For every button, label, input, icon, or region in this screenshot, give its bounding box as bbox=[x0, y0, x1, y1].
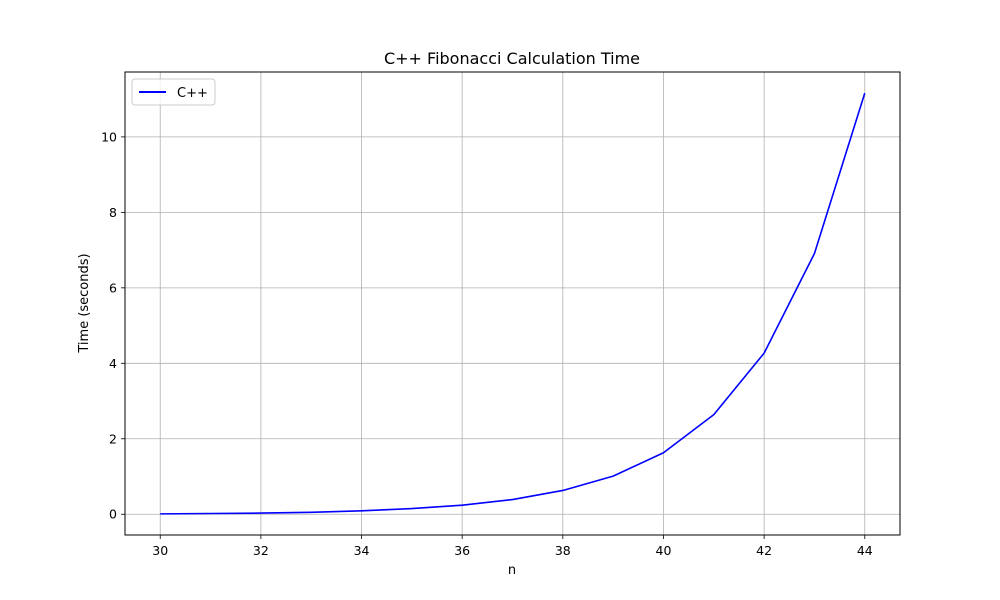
x-axis-label: n bbox=[508, 563, 516, 578]
plot-area-frame bbox=[124, 71, 901, 536]
grid bbox=[125, 72, 900, 535]
x-tick-label: 30 bbox=[152, 543, 168, 558]
x-tick-label: 32 bbox=[253, 543, 269, 558]
axis-ticks: 30 32 34 36 38 40 42 44 0 2 4 6 8 10 bbox=[101, 129, 873, 558]
y-axis-label: Time (seconds) bbox=[77, 253, 92, 353]
y-tick-label: 0 bbox=[109, 507, 117, 522]
y-tick-label: 6 bbox=[109, 280, 117, 295]
y-tick-label: 10 bbox=[101, 129, 117, 144]
x-tick-label: 44 bbox=[857, 543, 873, 558]
x-tick-label: 38 bbox=[555, 543, 571, 558]
y-tick-label: 4 bbox=[109, 356, 117, 371]
y-tick-label: 2 bbox=[109, 431, 117, 446]
x-tick-label: 36 bbox=[454, 543, 470, 558]
y-tick-label: 8 bbox=[109, 205, 117, 220]
legend-label-cpp: C++ bbox=[177, 86, 208, 101]
legend: C++ bbox=[131, 78, 216, 106]
chart-title: C++ Fibonacci Calculation Time bbox=[384, 49, 640, 68]
x-tick-label: 34 bbox=[354, 543, 370, 558]
x-tick-label: 40 bbox=[656, 543, 672, 558]
series-layer bbox=[160, 92, 866, 515]
x-tick-label: 42 bbox=[756, 543, 772, 558]
series-line-cpp bbox=[160, 92, 866, 515]
legend-box bbox=[131, 78, 216, 106]
